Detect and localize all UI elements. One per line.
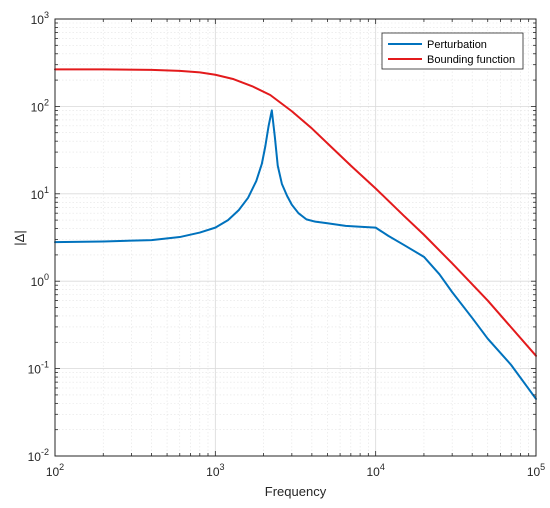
- series-line-perturbation: [54, 109, 537, 400]
- plot-frame: [54, 18, 537, 457]
- y-tick-label: 103: [31, 10, 49, 27]
- tick-labels: 102 103 104 105 10-2 10-1 100 101 102 103: [28, 10, 546, 479]
- y-tick-label: 10-1: [28, 360, 49, 377]
- grid: [54, 19, 536, 457]
- series-layer: [54, 68, 537, 400]
- legend-box: [381, 32, 524, 70]
- x-axis-label: Frequency: [265, 484, 327, 499]
- legend-label-perturbation: Perturbation: [427, 39, 487, 51]
- x-tick-label: 105: [527, 462, 545, 479]
- y-tick-label: 100: [31, 272, 49, 289]
- y-axis-label: |Δ|: [12, 230, 27, 245]
- series-line-bounding-function: [54, 68, 537, 357]
- legend-label-bounding-function: Bounding function: [427, 54, 515, 66]
- legend: Perturbation Bounding function: [381, 32, 524, 70]
- y-tick-label: 102: [31, 97, 49, 114]
- x-tick-label: 103: [206, 462, 224, 479]
- x-tick-label: 102: [46, 462, 64, 479]
- y-tick-label: 10-2: [28, 447, 49, 464]
- ticks: [54, 19, 536, 457]
- y-tick-label: 101: [31, 185, 49, 202]
- plot-area: [55, 19, 536, 456]
- x-tick-label: 104: [366, 462, 384, 479]
